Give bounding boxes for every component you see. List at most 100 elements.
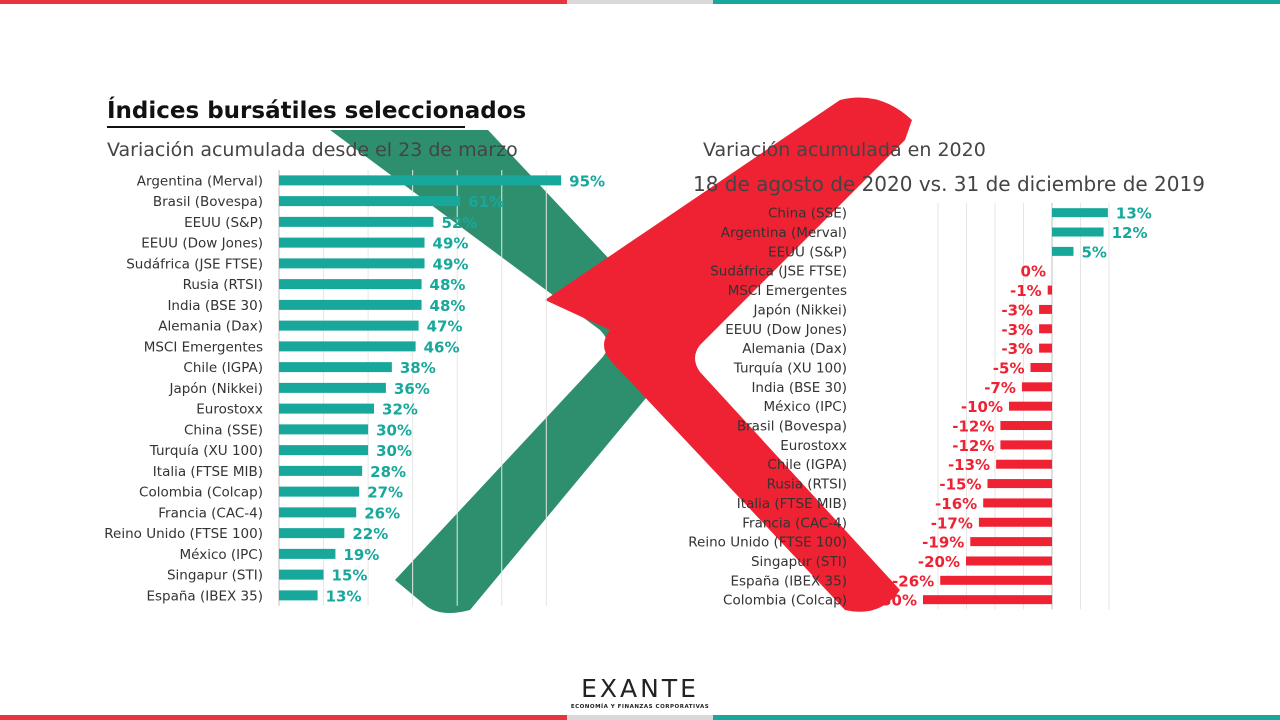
brand-wordmark: EXANTE <box>570 674 710 703</box>
bar <box>279 237 425 248</box>
right-chart-date-range: 18 de agosto de 2020 vs. 31 de diciembre… <box>693 172 1205 196</box>
bar <box>279 196 461 207</box>
category-label: China (SSE) <box>768 206 847 222</box>
category-label: Chile (IGPA) <box>183 360 263 376</box>
data-label: 49% <box>433 235 469 253</box>
data-label: 0% <box>1021 263 1046 281</box>
bottom-accent-gray <box>567 715 713 720</box>
top-accent-teal <box>713 0 1280 4</box>
data-label: -3% <box>1001 340 1033 358</box>
bar <box>1039 324 1052 334</box>
data-label: 13% <box>1116 205 1152 223</box>
category-label: Rusia (RTSI) <box>183 277 263 293</box>
right-chart-subtitle: Variación acumulada en 2020 <box>703 139 986 161</box>
category-label: Sudáfrica (JSE FTSE) <box>126 256 263 272</box>
data-label: 49% <box>433 255 469 273</box>
category-label: Francia (CAC-4) <box>158 505 263 521</box>
bar <box>996 459 1052 469</box>
data-label: -15% <box>939 476 981 494</box>
bar <box>1030 362 1052 372</box>
bar <box>279 216 434 227</box>
bar <box>978 517 1052 527</box>
top-accent-red <box>0 0 567 4</box>
category-label: Argentina (Merval) <box>721 225 847 241</box>
data-label: -12% <box>952 437 994 455</box>
data-label: -16% <box>935 495 977 513</box>
data-label: -3% <box>1001 321 1033 339</box>
bar <box>279 175 562 186</box>
data-label: 12% <box>1112 224 1148 242</box>
bar <box>1009 401 1052 411</box>
bar <box>1052 227 1104 237</box>
category-label: India (BSE 30) <box>751 380 847 396</box>
bar <box>279 362 392 373</box>
data-label: 95% <box>569 172 605 190</box>
bar <box>279 507 357 518</box>
data-label: 48% <box>430 297 466 315</box>
category-label: Brasil (Bovespa) <box>737 419 847 435</box>
category-label: Rusia (RTSI) <box>767 477 847 493</box>
category-label: EEUU (Dow Jones) <box>725 322 847 338</box>
bar <box>1039 304 1052 314</box>
bar <box>279 403 375 414</box>
bar <box>1039 343 1052 353</box>
category-label: Sudáfrica (JSE FTSE) <box>710 264 847 280</box>
category-label: Francia (CAC-4) <box>742 515 847 531</box>
category-label: México (IPC) <box>763 399 847 415</box>
data-label: 38% <box>400 359 436 377</box>
category-label: Reino Unido (FTSE 100) <box>104 526 263 542</box>
data-label: 36% <box>394 380 430 398</box>
data-label: 30% <box>376 421 412 439</box>
bar <box>1000 421 1052 431</box>
watermark-green-chevron <box>330 130 690 614</box>
data-label: -30% <box>875 592 917 610</box>
data-label: -10% <box>961 398 1003 416</box>
bar <box>279 528 345 539</box>
category-label: MSCI Emergentes <box>144 339 263 355</box>
bar <box>279 258 425 269</box>
data-label: 32% <box>382 401 418 419</box>
data-label: -12% <box>952 418 994 436</box>
data-label: 28% <box>370 463 406 481</box>
bar <box>1052 246 1074 256</box>
data-label: -13% <box>948 456 990 474</box>
data-label: -17% <box>931 514 973 532</box>
bar <box>279 465 363 476</box>
data-label: -3% <box>1001 301 1033 319</box>
data-label: -5% <box>993 359 1025 377</box>
footer-logo: EXANTE ECONOMÍA Y FINANZAS CORPORATIVAS <box>570 674 710 710</box>
bottom-accent-red <box>0 715 567 720</box>
data-label: 5% <box>1082 243 1107 261</box>
category-label: Turquía (XU 100) <box>149 443 263 459</box>
category-label: Japón (Nikkei) <box>752 302 847 318</box>
bar <box>279 320 419 331</box>
bar <box>940 575 1052 585</box>
category-label: Turquía (XU 100) <box>733 360 847 376</box>
bar <box>1000 440 1052 450</box>
category-label: Italia (FTSE MIB) <box>153 464 263 480</box>
data-label: 30% <box>376 442 412 460</box>
brand-name: EXANTE <box>581 674 699 703</box>
top-accent-gray <box>567 0 713 4</box>
bar <box>279 445 369 456</box>
category-label: Singapur (STI) <box>751 554 847 570</box>
category-label: Colombia (Colcap) <box>139 485 263 501</box>
category-label: EEUU (S&P) <box>768 244 847 260</box>
data-label: -26% <box>892 572 934 590</box>
data-label: 13% <box>326 587 362 605</box>
category-label: Argentina (Merval) <box>137 173 263 189</box>
category-label: Alemania (Dax) <box>158 319 263 335</box>
category-label: España (IBEX 35) <box>730 573 847 589</box>
category-label: Chile (IGPA) <box>767 457 847 473</box>
data-label: -7% <box>984 379 1016 397</box>
category-label: India (BSE 30) <box>167 298 263 314</box>
data-label: 22% <box>352 525 388 543</box>
category-label: Eurostoxx <box>196 402 263 418</box>
watermark-red-stroke <box>545 97 912 612</box>
bar <box>279 341 416 352</box>
data-label: 27% <box>367 484 403 502</box>
title-underline <box>107 126 465 128</box>
category-label: China (SSE) <box>184 422 263 438</box>
